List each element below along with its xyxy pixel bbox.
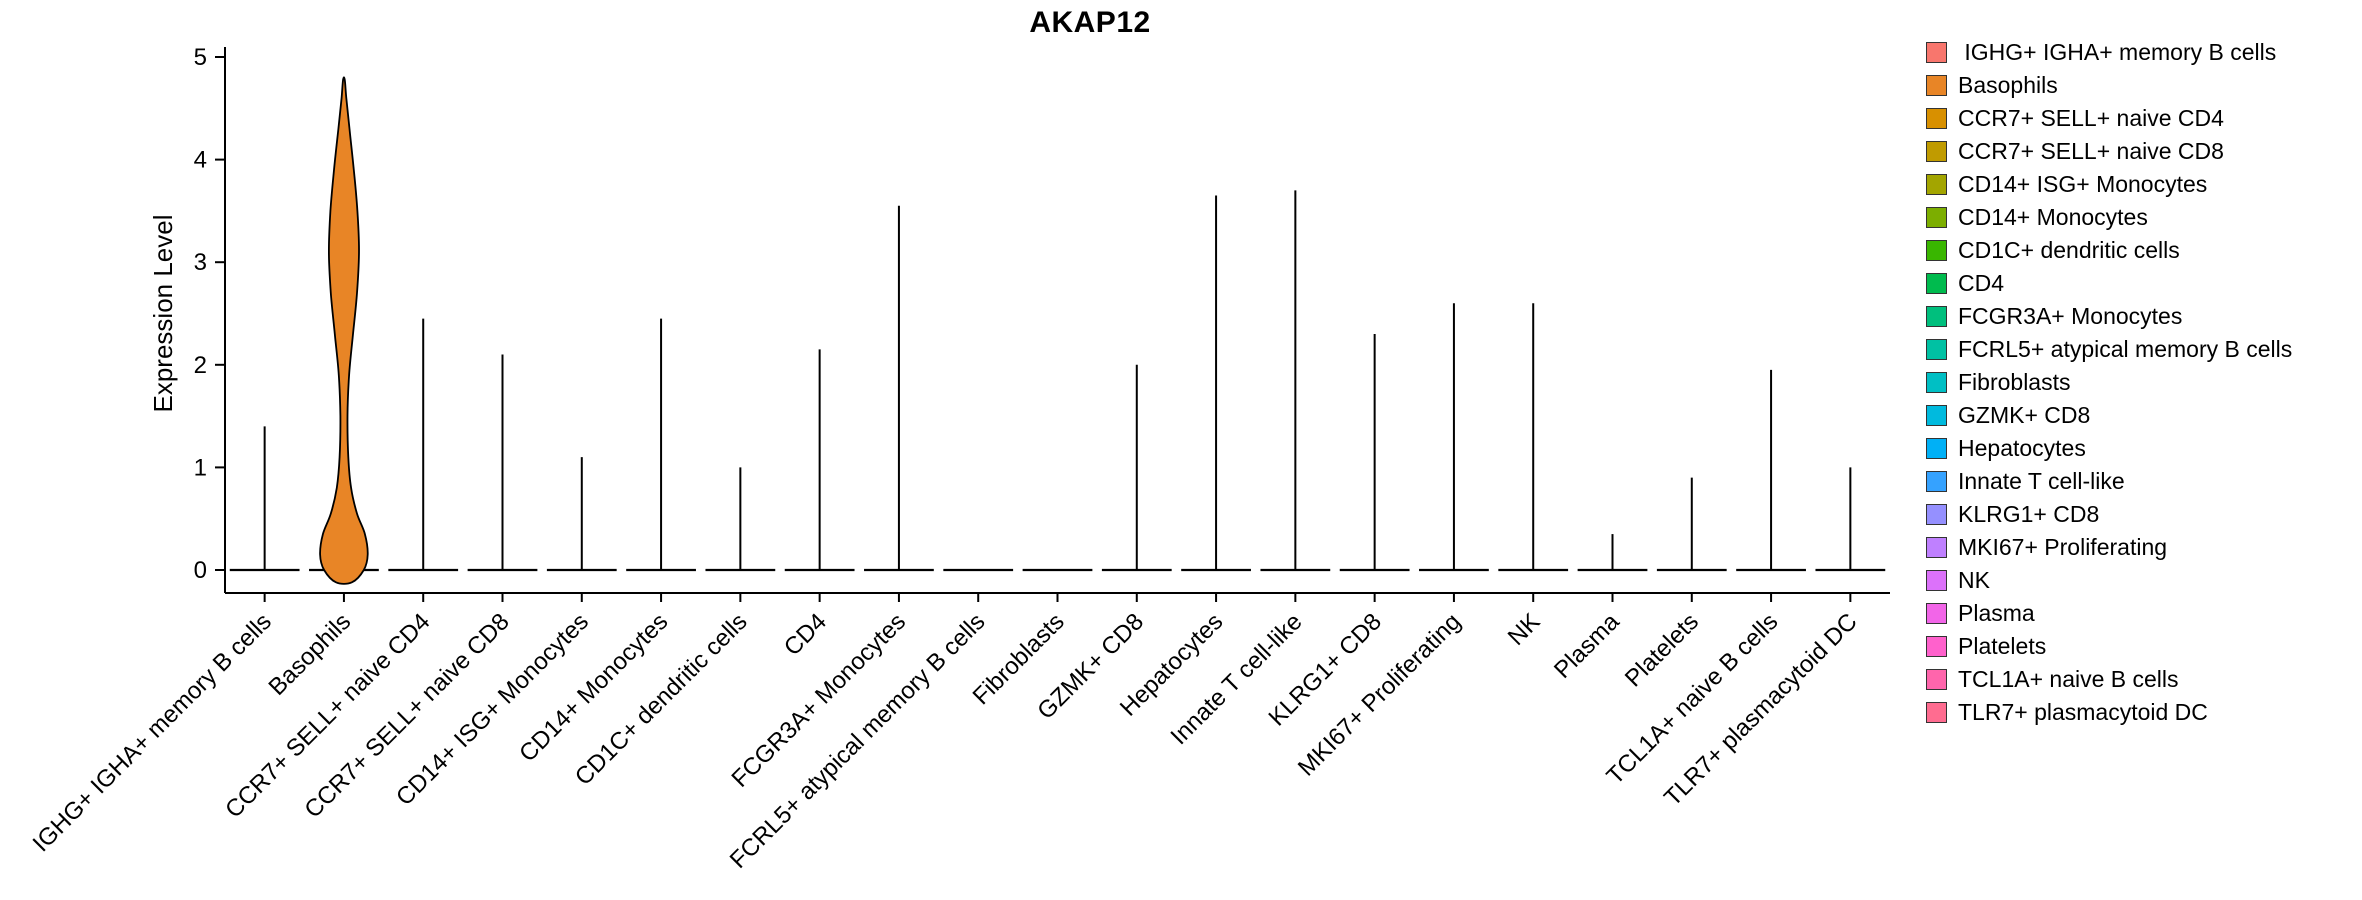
legend-label: KLRG1+ CD8 (1958, 501, 2100, 527)
legend-label: IGHG+ IGHA+ memory B cells (1958, 39, 2277, 65)
legend-swatch (1926, 339, 1947, 360)
legend-swatch (1926, 636, 1947, 657)
legend-swatch (1926, 570, 1947, 591)
x-tick-label: CD4 (779, 608, 832, 661)
legend-swatch (1926, 471, 1947, 492)
y-tick-label: 4 (194, 147, 207, 174)
legend-item: Basophils (1926, 69, 2292, 102)
legend-label: Platelets (1958, 633, 2047, 659)
legend-item: Platelets (1926, 630, 2292, 663)
legend-label: MKI67+ Proliferating (1958, 534, 2168, 560)
legend-swatch (1926, 108, 1947, 129)
legend-item: CD4 (1926, 267, 2292, 300)
legend-item: TLR7+ plasmacytoid DC (1926, 696, 2292, 729)
legend-item: KLRG1+ CD8 (1926, 498, 2292, 531)
legend-swatch (1926, 207, 1947, 228)
legend-label: FCRL5+ atypical memory B cells (1958, 336, 2293, 362)
legend-item: Innate T cell-like (1926, 465, 2292, 498)
legend-label: Basophils (1958, 72, 2058, 98)
legend-label: CD14+ ISG+ Monocytes (1958, 171, 2208, 197)
legend-swatch (1926, 75, 1947, 96)
x-tick-label: Plasma (1549, 608, 1625, 684)
legend-label: CD14+ Monocytes (1958, 204, 2148, 230)
legend-label: Innate T cell-like (1958, 468, 2125, 494)
legend-swatch (1926, 603, 1947, 624)
legend-swatch (1926, 42, 1947, 63)
y-axis-title: Expression Level (148, 215, 178, 413)
legend-swatch (1926, 306, 1947, 327)
legend-label: TCL1A+ naive B cells (1958, 666, 2179, 692)
legend-item: FCGR3A+ Monocytes (1926, 300, 2292, 333)
legend-swatch (1926, 405, 1947, 426)
legend-label: GZMK+ CD8 (1958, 402, 2091, 428)
legend-label: Fibroblasts (1958, 369, 2071, 395)
legend-swatch (1926, 537, 1947, 558)
legend-swatch (1926, 504, 1947, 525)
legend-label: Plasma (1958, 600, 2035, 626)
legend-item: CD1C+ dendritic cells (1926, 234, 2292, 267)
legend-item: CD14+ Monocytes (1926, 201, 2292, 234)
legend-item: CCR7+ SELL+ naive CD8 (1926, 135, 2292, 168)
y-tick-label: 0 (194, 557, 207, 584)
legend-swatch (1926, 240, 1947, 261)
legend-swatch (1926, 438, 1947, 459)
legend-item: IGHG+ IGHA+ memory B cells (1926, 36, 2292, 69)
legend-label: FCGR3A+ Monocytes (1958, 303, 2183, 329)
legend-label: CD1C+ dendritic cells (1958, 237, 2180, 263)
y-tick-label: 1 (194, 454, 207, 481)
violin-basophils (319, 76, 369, 585)
x-tick-label: NK (1503, 608, 1546, 651)
legend-swatch (1926, 141, 1947, 162)
legend-swatch (1926, 273, 1947, 294)
legend-swatch (1926, 702, 1947, 723)
legend: IGHG+ IGHA+ memory B cells Basophils CCR7+… (1926, 36, 2292, 729)
legend-swatch (1926, 372, 1947, 393)
legend-label: CCR7+ SELL+ naive CD8 (1958, 138, 2224, 164)
legend-label: TLR7+ plasmacytoid DC (1958, 699, 2208, 725)
legend-item: MKI67+ Proliferating (1926, 531, 2292, 564)
y-tick-label: 2 (194, 352, 207, 379)
legend-label: Hepatocytes (1958, 435, 2086, 461)
legend-label: NK (1958, 567, 1990, 593)
y-tick-label: 5 (194, 44, 207, 71)
legend-item: NK (1926, 564, 2292, 597)
legend-label: CCR7+ SELL+ naive CD4 (1958, 105, 2224, 131)
legend-swatch (1926, 174, 1947, 195)
chart-title: AKAP12 (1029, 6, 1151, 39)
legend-item: Plasma (1926, 597, 2292, 630)
legend-item: FCRL5+ atypical memory B cells (1926, 333, 2292, 366)
legend-item: Fibroblasts (1926, 366, 2292, 399)
legend-item: CCR7+ SELL+ naive CD4 (1926, 102, 2292, 135)
legend-label: CD4 (1958, 270, 2005, 296)
legend-item: GZMK+ CD8 (1926, 399, 2292, 432)
y-tick-label: 3 (194, 249, 207, 276)
legend-item: CD14+ ISG+ Monocytes (1926, 168, 2292, 201)
x-tick-label: CD14+ Monocytes (514, 608, 673, 767)
legend-item: TCL1A+ naive B cells (1926, 663, 2292, 696)
legend-item: Hepatocytes (1926, 432, 2292, 465)
legend-swatch (1926, 669, 1947, 690)
